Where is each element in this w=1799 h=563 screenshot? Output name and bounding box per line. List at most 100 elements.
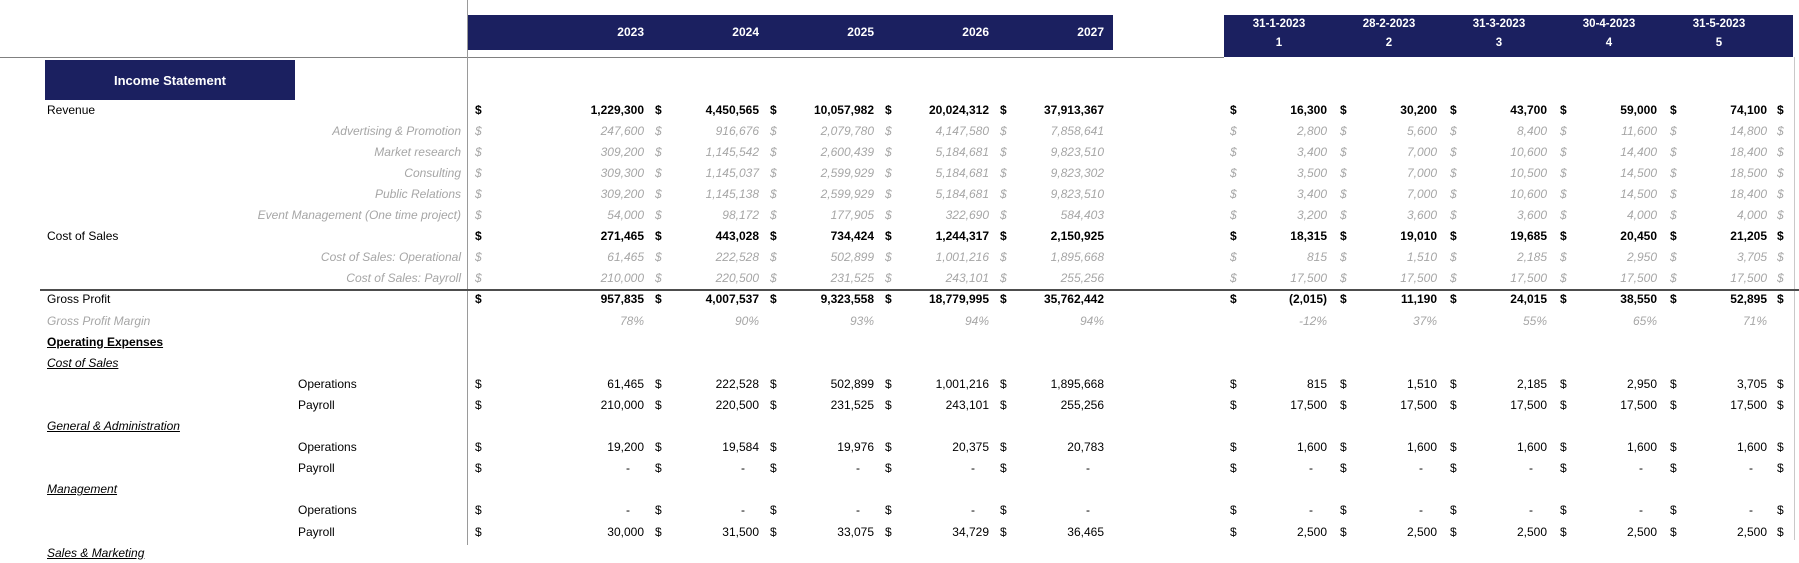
cell-consulting-m4[interactable]: $14,500 bbox=[1554, 163, 1664, 184]
cell-event-management-one-time-project-m3[interactable]: $3,600 bbox=[1444, 205, 1554, 226]
cell-gross-profit-margin-m4[interactable]: 65% bbox=[1632, 313, 1657, 328]
cell-operations-2-2025[interactable]: $19,976 bbox=[763, 437, 878, 458]
cell-operations-3-2027[interactable]: $ - bbox=[993, 500, 1108, 521]
cell-operations-m3[interactable]: $2,185 bbox=[1444, 374, 1554, 395]
cell-cost-of-sales-payroll-2027[interactable]: $255,256 bbox=[993, 268, 1108, 289]
cell-consulting-m1[interactable]: $3,500 bbox=[1224, 163, 1334, 184]
cell-consulting-2024[interactable]: $1,145,037 bbox=[648, 163, 763, 184]
row-label-gross-profit-margin[interactable]: Gross Profit Margin bbox=[47, 313, 151, 328]
cell-gross-profit-margin-m2[interactable]: 37% bbox=[1412, 313, 1437, 328]
cell-market-research-m5[interactable]: $18,400 bbox=[1664, 142, 1774, 163]
cell-payroll-2-2026[interactable]: $ - bbox=[878, 458, 993, 479]
cell-operations-2026[interactable]: $1,001,216 bbox=[878, 374, 993, 395]
cell-payroll-2-m6-partial[interactable]: $ bbox=[1777, 461, 1784, 476]
cell-advertising-promotion-m2[interactable]: $5,600 bbox=[1334, 121, 1444, 142]
cell-event-management-one-time-project-2024[interactable]: $98,172 bbox=[648, 205, 763, 226]
cell-payroll-2026[interactable]: $243,101 bbox=[878, 395, 993, 416]
cell-gross-profit-m3[interactable]: $24,015 bbox=[1444, 289, 1554, 310]
cell-revenue-m6-partial[interactable]: $ bbox=[1777, 102, 1784, 117]
cell-payroll-2025[interactable]: $231,525 bbox=[763, 395, 878, 416]
cell-consulting-m2[interactable]: $7,000 bbox=[1334, 163, 1444, 184]
cell-advertising-promotion-m6-partial[interactable]: $ bbox=[1777, 123, 1784, 138]
row-label-cost-of-sales-operational[interactable]: Cost of Sales: Operational bbox=[320, 250, 461, 265]
cell-public-relations-m4[interactable]: $14,500 bbox=[1554, 184, 1664, 205]
cell-event-management-one-time-project-2023[interactable]: $54,000 bbox=[468, 205, 648, 226]
year-header-2024[interactable]: 2024 bbox=[732, 25, 759, 39]
cell-operations-3-2025[interactable]: $ - bbox=[763, 500, 878, 521]
cell-operations-2025[interactable]: $502,899 bbox=[763, 374, 878, 395]
cell-cost-of-sales-payroll-m5[interactable]: $17,500 bbox=[1664, 268, 1774, 289]
cell-operations-2-2027[interactable]: $20,783 bbox=[993, 437, 1108, 458]
cell-cost-of-sales-2026[interactable]: $1,244,317 bbox=[878, 226, 993, 247]
row-label-operations-3[interactable]: Operations bbox=[298, 503, 357, 518]
cell-operations-3-2023[interactable]: $ - bbox=[468, 500, 648, 521]
cell-payroll-m1[interactable]: $17,500 bbox=[1224, 395, 1334, 416]
cell-payroll-2-2024[interactable]: $ - bbox=[648, 458, 763, 479]
cell-public-relations-2026[interactable]: $5,184,681 bbox=[878, 184, 993, 205]
cell-cost-of-sales-operational-m2[interactable]: $1,510 bbox=[1334, 247, 1444, 268]
cell-payroll-3-2023[interactable]: $30,000 bbox=[468, 522, 648, 543]
cell-event-management-one-time-project-m4[interactable]: $4,000 bbox=[1554, 205, 1664, 226]
cell-operations-3-2026[interactable]: $ - bbox=[878, 500, 993, 521]
cell-operations-3-m6-partial[interactable]: $ bbox=[1777, 503, 1784, 518]
cell-public-relations-m2[interactable]: $7,000 bbox=[1334, 184, 1444, 205]
cell-gross-profit-2026[interactable]: $18,779,995 bbox=[878, 289, 993, 310]
cell-operations-2027[interactable]: $1,895,668 bbox=[993, 374, 1108, 395]
cell-operations-3-2024[interactable]: $ - bbox=[648, 500, 763, 521]
cell-public-relations-2023[interactable]: $309,200 bbox=[468, 184, 648, 205]
cell-cost-of-sales-payroll-m2[interactable]: $17,500 bbox=[1334, 268, 1444, 289]
cell-operations-2-m4[interactable]: $1,600 bbox=[1554, 437, 1664, 458]
cell-cost-of-sales-operational-m5[interactable]: $3,705 bbox=[1664, 247, 1774, 268]
cell-market-research-2025[interactable]: $2,600,439 bbox=[763, 142, 878, 163]
cell-payroll-m4[interactable]: $17,500 bbox=[1554, 395, 1664, 416]
cell-gross-profit-margin-m5[interactable]: 71% bbox=[1742, 313, 1767, 328]
cell-payroll-m3[interactable]: $17,500 bbox=[1444, 395, 1554, 416]
cell-cost-of-sales-payroll-m6-partial[interactable]: $ bbox=[1777, 271, 1784, 286]
cell-revenue-m4[interactable]: $59,000 bbox=[1554, 100, 1664, 121]
year-header-2023[interactable]: 2023 bbox=[617, 25, 644, 39]
cell-payroll-m5[interactable]: $17,500 bbox=[1664, 395, 1774, 416]
row-label-operating-expenses[interactable]: Operating Expenses bbox=[47, 334, 164, 349]
cell-cost-of-sales-operational-2023[interactable]: $61,465 bbox=[468, 247, 648, 268]
row-label-advertising-promotion[interactable]: Advertising & Promotion bbox=[332, 123, 461, 138]
cell-operations-2024[interactable]: $222,528 bbox=[648, 374, 763, 395]
cell-payroll-3-m3[interactable]: $2,500 bbox=[1444, 522, 1554, 543]
cell-payroll-2-m4[interactable]: $ - bbox=[1554, 458, 1664, 479]
row-label-cost-of-sales-2[interactable]: Cost of Sales bbox=[47, 355, 119, 370]
cell-revenue-2023[interactable]: $1,229,300 bbox=[468, 100, 648, 121]
month-header-3[interactable]: 31-3-2023 3 bbox=[1444, 15, 1554, 57]
cell-cost-of-sales-m4[interactable]: $20,450 bbox=[1554, 226, 1664, 247]
cell-consulting-m5[interactable]: $18,500 bbox=[1664, 163, 1774, 184]
cell-cost-of-sales-payroll-m4[interactable]: $17,500 bbox=[1554, 268, 1664, 289]
cell-operations-m6-partial[interactable]: $ bbox=[1777, 376, 1784, 391]
cell-payroll-2-m2[interactable]: $ - bbox=[1334, 458, 1444, 479]
cell-public-relations-m1[interactable]: $3,400 bbox=[1224, 184, 1334, 205]
cell-payroll-2-2027[interactable]: $ - bbox=[993, 458, 1108, 479]
cell-advertising-promotion-2024[interactable]: $916,676 bbox=[648, 121, 763, 142]
cell-payroll-3-2026[interactable]: $34,729 bbox=[878, 522, 993, 543]
cell-revenue-2027[interactable]: $37,913,367 bbox=[993, 100, 1108, 121]
cell-event-management-one-time-project-2027[interactable]: $584,403 bbox=[993, 205, 1108, 226]
cell-operations-3-m1[interactable]: $ - bbox=[1224, 500, 1334, 521]
cell-revenue-2024[interactable]: $4,450,565 bbox=[648, 100, 763, 121]
cell-operations-m2[interactable]: $1,510 bbox=[1334, 374, 1444, 395]
cell-advertising-promotion-2027[interactable]: $7,858,641 bbox=[993, 121, 1108, 142]
cell-gross-profit-2023[interactable]: $957,835 bbox=[468, 289, 648, 310]
year-header-2027[interactable]: 2027 bbox=[1077, 25, 1104, 39]
cell-market-research-2026[interactable]: $5,184,681 bbox=[878, 142, 993, 163]
cell-cost-of-sales-operational-m6-partial[interactable]: $ bbox=[1777, 250, 1784, 265]
cell-operations-2-m1[interactable]: $1,600 bbox=[1224, 437, 1334, 458]
cell-gross-profit-margin-2026[interactable]: 94% bbox=[964, 313, 989, 328]
cell-event-management-one-time-project-m1[interactable]: $3,200 bbox=[1224, 205, 1334, 226]
cell-revenue-2025[interactable]: $10,057,982 bbox=[763, 100, 878, 121]
cell-gross-profit-margin-2023[interactable]: 78% bbox=[619, 313, 644, 328]
cell-revenue-m1[interactable]: $16,300 bbox=[1224, 100, 1334, 121]
cell-cost-of-sales-operational-m3[interactable]: $2,185 bbox=[1444, 247, 1554, 268]
cell-payroll-2023[interactable]: $210,000 bbox=[468, 395, 648, 416]
cell-advertising-promotion-m1[interactable]: $2,800 bbox=[1224, 121, 1334, 142]
cell-market-research-m4[interactable]: $14,400 bbox=[1554, 142, 1664, 163]
row-label-operations[interactable]: Operations bbox=[298, 376, 357, 391]
cell-event-management-one-time-project-m6-partial[interactable]: $ bbox=[1777, 208, 1784, 222]
row-label-sales-marketing[interactable]: Sales & Marketing bbox=[47, 545, 145, 560]
cell-public-relations-2027[interactable]: $9,823,510 bbox=[993, 184, 1108, 205]
